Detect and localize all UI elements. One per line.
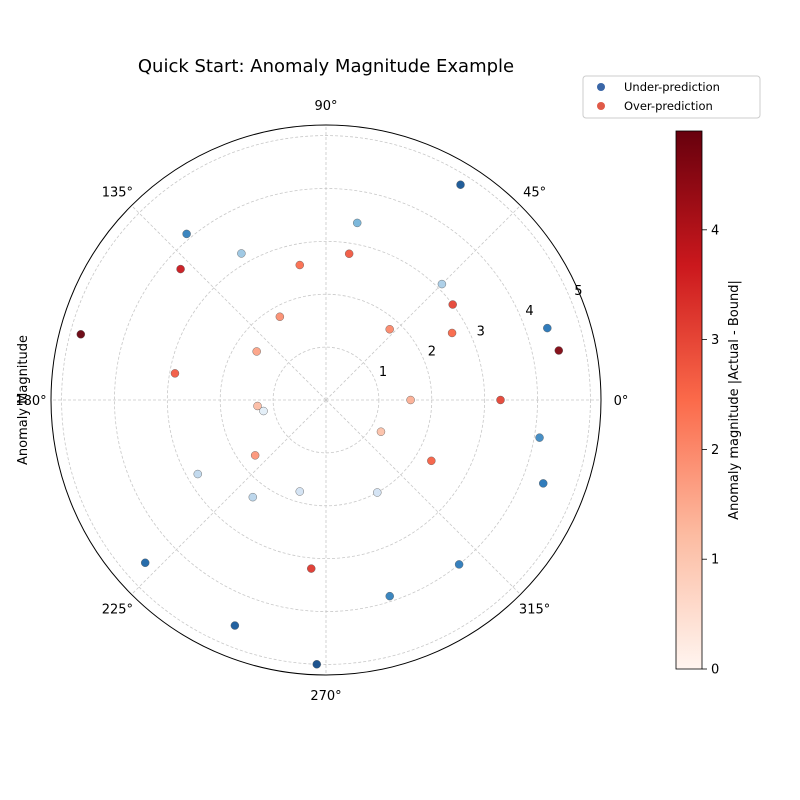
data-point <box>543 323 552 333</box>
radial-tick-label-4: 4 <box>525 304 533 319</box>
angular-tick-label-0: 0° <box>614 394 629 409</box>
legend-marker-over <box>597 102 605 110</box>
data-points <box>76 180 563 669</box>
data-point <box>275 312 285 321</box>
grid-spoke-135 <box>131 205 327 401</box>
grid-spoke-45 <box>325 205 521 401</box>
grid-spoke-315 <box>325 399 521 595</box>
colorbar-label: Anomaly magnitude |Actual - Bound| <box>727 280 742 520</box>
colorbar: 0 1 2 3 4 Anomaly magnitude |Actual - Bound| <box>675 130 742 678</box>
angular-tick-label-45: 45° <box>523 185 546 200</box>
grid-spoke-225 <box>131 399 327 595</box>
data-point <box>454 560 464 569</box>
y-axis-label: Anomaly Magnitude <box>16 335 31 465</box>
data-point <box>353 218 362 228</box>
data-point <box>76 330 86 339</box>
plot-outline <box>50 124 602 676</box>
data-point <box>437 279 447 289</box>
angular-tick-label-90: 90° <box>314 99 337 114</box>
radial-tick-label-2: 2 <box>428 345 436 360</box>
data-point <box>376 427 386 436</box>
data-point <box>539 479 548 488</box>
data-point <box>170 369 180 378</box>
data-point <box>448 300 457 309</box>
data-point <box>250 451 260 460</box>
data-point <box>295 487 304 496</box>
data-point <box>295 260 304 270</box>
data-point <box>253 401 262 411</box>
data-point <box>176 264 185 274</box>
data-point <box>252 347 261 356</box>
data-point <box>535 433 544 442</box>
data-point <box>193 469 202 479</box>
legend-label-under: Under-prediction <box>624 80 720 94</box>
legend: Under-prediction Over-prediction <box>582 75 761 119</box>
colorbar-tick-label-1: 1 <box>711 553 719 568</box>
legend-label-over: Over-prediction <box>624 99 713 113</box>
angular-tick-label-225: 225° <box>102 603 133 618</box>
data-point <box>427 456 436 466</box>
data-point <box>141 558 150 567</box>
data-point <box>248 492 257 502</box>
data-point <box>447 328 457 338</box>
colorbar-ticks: 0 1 2 3 4 <box>702 223 719 678</box>
series-under <box>141 180 552 669</box>
angular-tick-label-315: 315° <box>519 603 550 618</box>
colorbar-tick-label-3: 3 <box>711 333 719 348</box>
angular-tick-labels: 0° 45° 90° 135° 180° 225° 270° 315° <box>15 99 628 704</box>
data-point <box>237 249 246 258</box>
grid-layer <box>51 125 601 675</box>
data-point <box>182 229 191 239</box>
colorbar-gradient <box>675 130 703 670</box>
grid-ring-5 <box>61 135 591 665</box>
angular-tick-label-270: 270° <box>310 689 341 704</box>
data-point <box>373 488 382 497</box>
chart-title: Quick Start: Anomaly Magnitude Example <box>138 56 514 77</box>
colorbar-tick-label-0: 0 <box>711 663 719 678</box>
radial-tick-label-1: 1 <box>379 365 387 380</box>
grid-ring-3 <box>166 240 486 560</box>
angular-tick-label-135: 135° <box>102 185 133 200</box>
data-point <box>406 395 415 405</box>
data-point <box>344 249 354 258</box>
data-point <box>496 395 505 405</box>
data-point <box>385 591 394 601</box>
data-point <box>554 346 563 355</box>
series-over <box>76 249 563 573</box>
colorbar-tick-label-4: 4 <box>711 223 719 238</box>
data-point <box>230 621 240 630</box>
data-point <box>456 180 465 189</box>
data-point <box>385 325 394 334</box>
legend-frame <box>582 75 761 119</box>
data-point <box>259 406 268 416</box>
data-point <box>307 564 316 573</box>
colorbar-tick-label-2: 2 <box>711 443 719 458</box>
data-point <box>312 660 321 669</box>
legend-marker-under <box>597 83 605 91</box>
angular-tick-label-180: 180° <box>15 394 46 409</box>
radial-tick-label-3: 3 <box>477 324 485 339</box>
